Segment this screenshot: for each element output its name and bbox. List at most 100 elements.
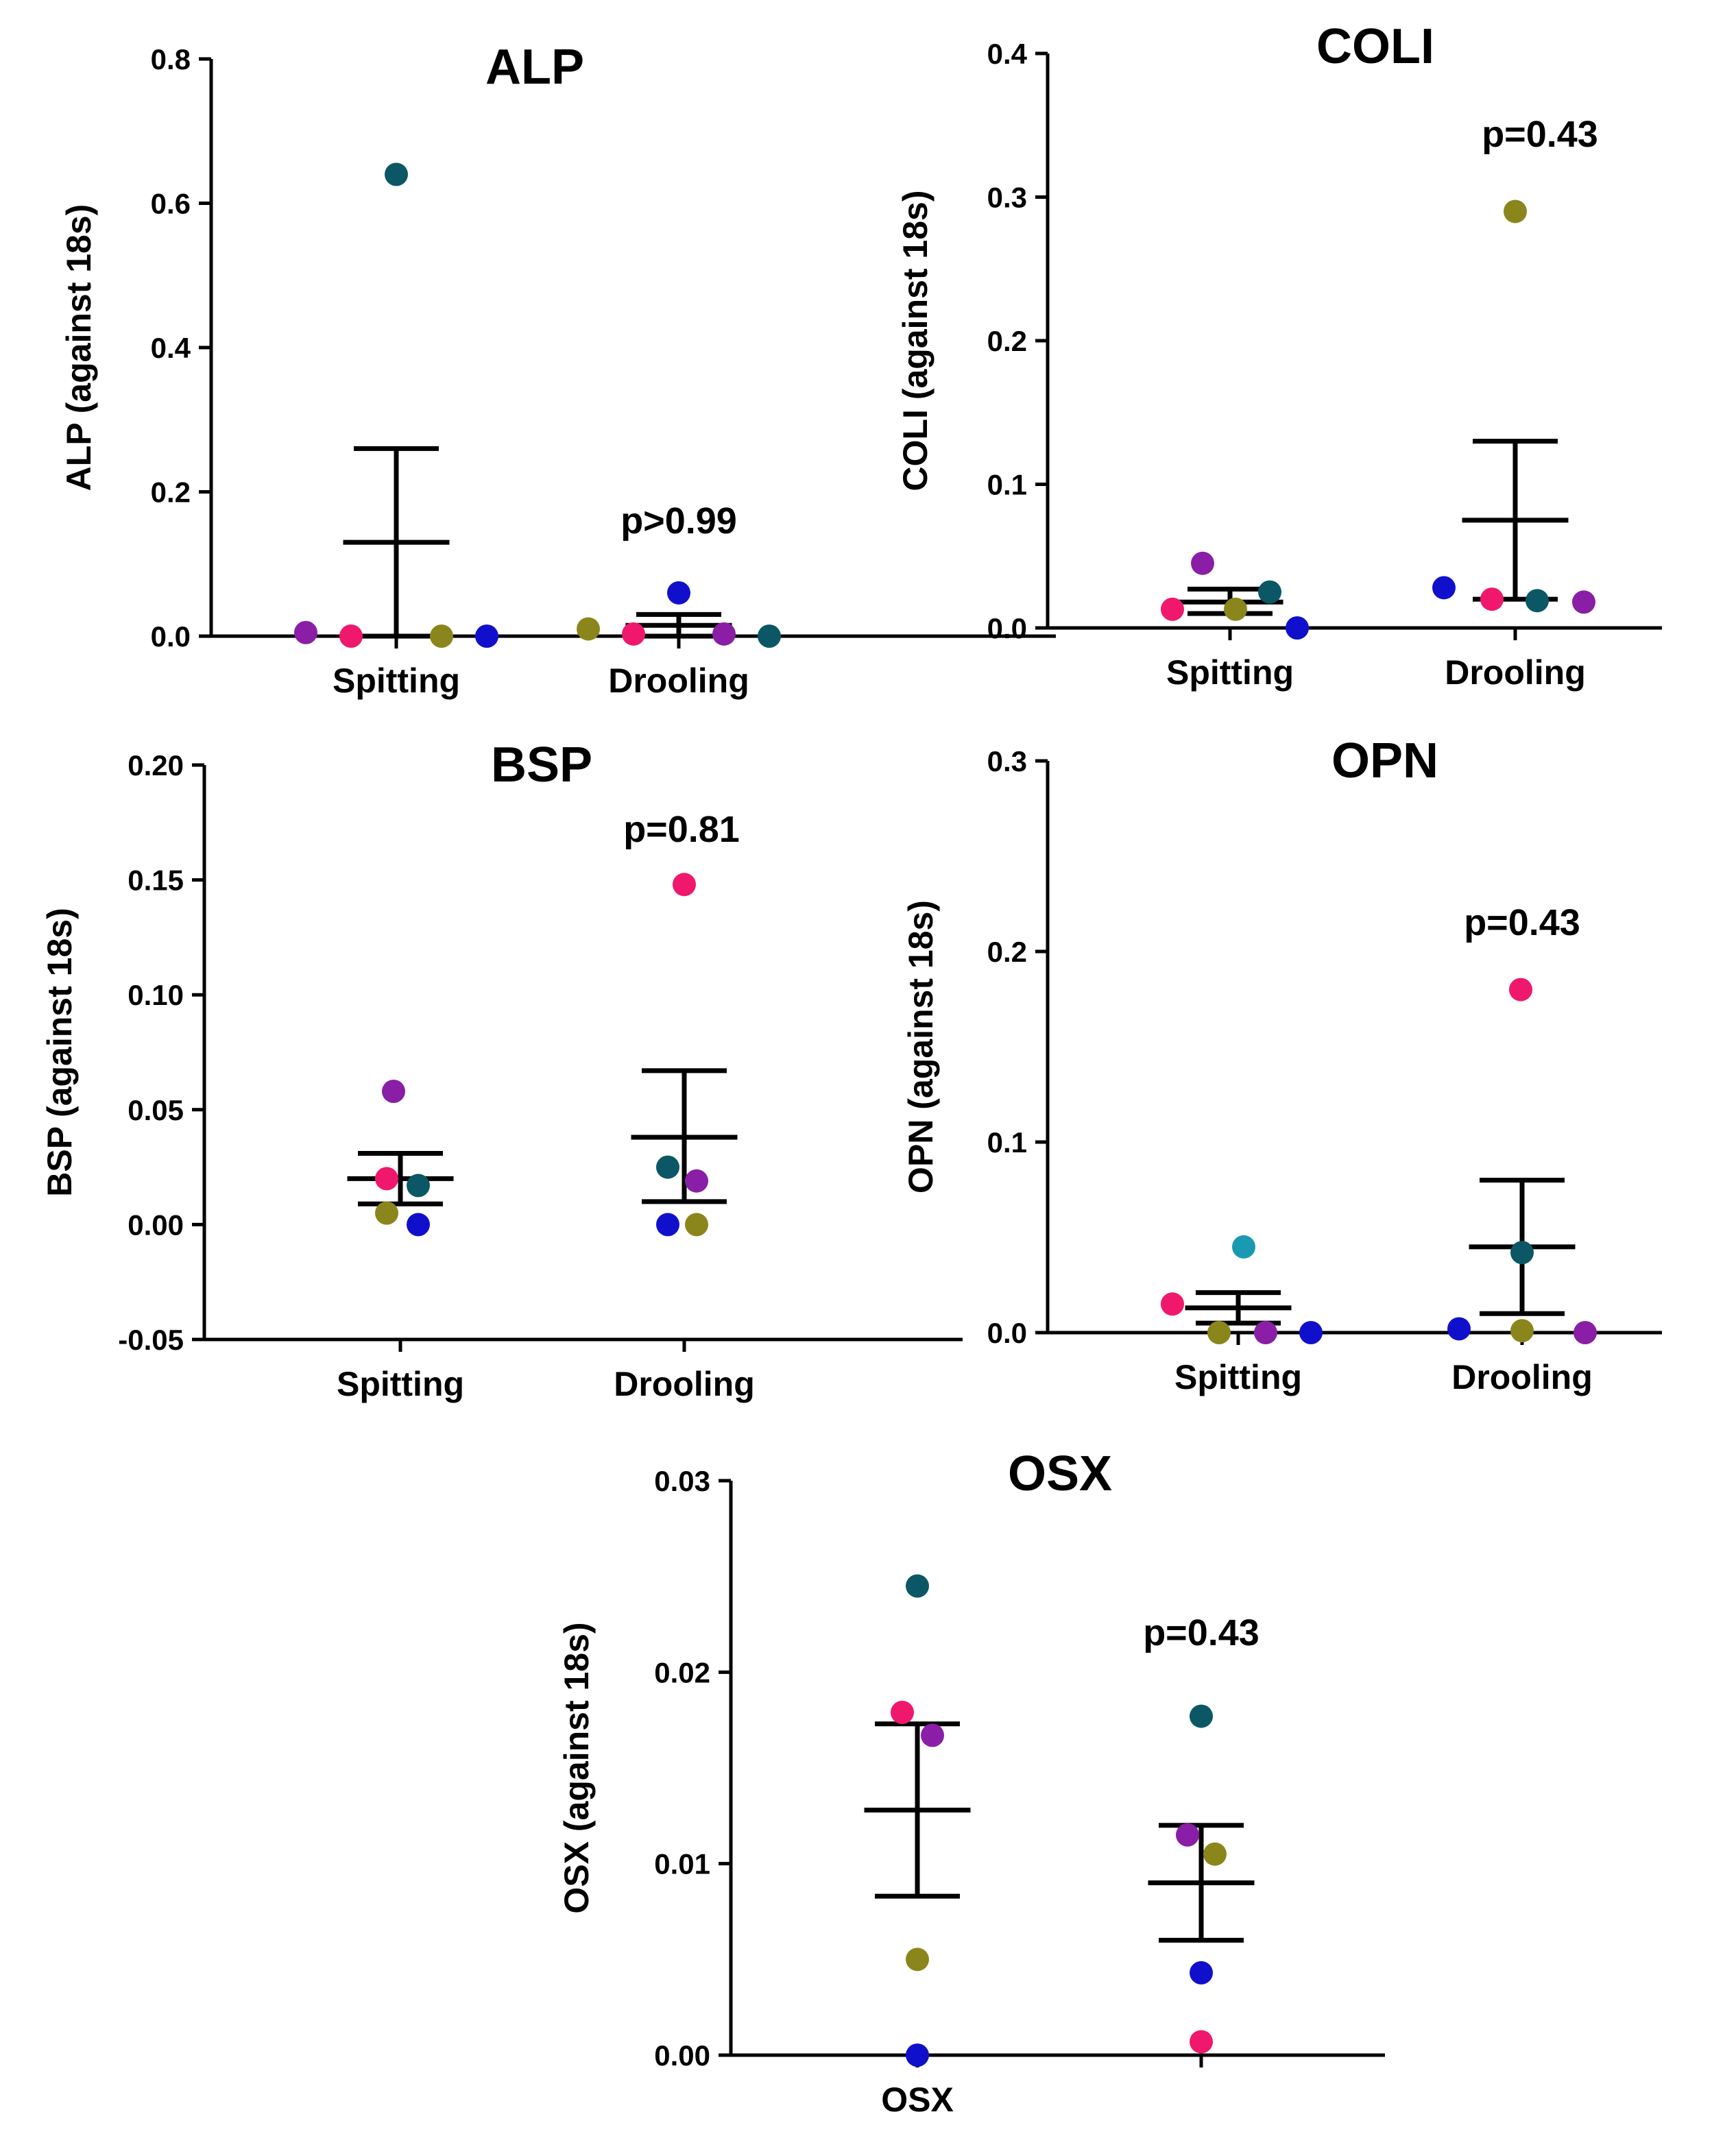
x-tick-label: OSX: [881, 2081, 954, 2119]
y-axis-title: ALP (against 18s): [60, 204, 98, 492]
data-point: [1161, 597, 1184, 621]
data-point: [1526, 589, 1549, 613]
data-point: [1510, 1241, 1534, 1265]
data-point: [1447, 1317, 1471, 1341]
y-tick-label: 0.10: [128, 979, 184, 1011]
chart-title: BSP: [491, 738, 592, 792]
data-point: [1574, 1321, 1597, 1344]
data-point: [906, 1574, 929, 1598]
data-point: [906, 2043, 929, 2067]
y-axis-title: OPN (against 18s): [902, 900, 940, 1193]
y-tick-label: 0.3: [987, 745, 1027, 777]
data-point: [1232, 1235, 1255, 1259]
data-point: [1299, 1321, 1323, 1344]
y-tick-label: 0.0: [987, 612, 1027, 644]
chart-coli: 0.0 0.1 0.2 0.3 0.4 Spitting Drooling COLI COLI …: [896, 19, 1662, 692]
data-point: [430, 624, 453, 648]
y-axis-title: BSP (against 18s): [40, 908, 79, 1196]
y-tick-label: 0.15: [128, 864, 184, 897]
data-point: [1207, 1321, 1231, 1344]
y-tick-label: 0.01: [654, 1848, 710, 1880]
data-point: [673, 873, 696, 897]
y-tick-label: 0.02: [654, 1656, 710, 1688]
data-point: [1176, 1823, 1199, 1847]
p-value-label: p=0.43: [1482, 114, 1598, 155]
y-axis-title: COLI (against 18s): [896, 191, 935, 492]
x-tick-label: Spitting: [333, 662, 460, 700]
chart-title: COLI: [1316, 19, 1434, 74]
y-tick-label: 0.2: [151, 476, 191, 509]
data-point: [1254, 1321, 1277, 1344]
chart-opn: 0.0 0.1 0.2 0.3 Spitting Drooling OPN OPN (agai…: [902, 733, 1662, 1396]
data-point: [385, 162, 408, 186]
x-tick-label: Drooling: [1451, 1358, 1593, 1396]
data-point: [1224, 597, 1247, 621]
y-tick-label: 0.0: [987, 1317, 1027, 1349]
data-point: [685, 1169, 708, 1193]
data-point: [375, 1201, 398, 1225]
y-tick-label: -0.05: [118, 1324, 184, 1356]
data-point: [656, 1213, 679, 1237]
data-point: [1510, 1319, 1534, 1343]
chart-osx: 0.00 0.01 0.02 0.03 OSX OSX OSX (against 18s) p…: [557, 1446, 1385, 2119]
data-point: [622, 622, 645, 646]
y-tick-label: 0.00: [128, 1209, 184, 1241]
data-point: [1509, 978, 1532, 1002]
x-tick-label: Drooling: [608, 662, 749, 700]
data-point: [921, 1723, 944, 1747]
data-point: [294, 620, 317, 644]
data-point: [1190, 1704, 1213, 1728]
data-point: [1258, 580, 1281, 604]
data-point: [1432, 576, 1456, 600]
y-tick-label: 0.1: [987, 469, 1027, 501]
x-tick-label: Spitting: [337, 1365, 464, 1403]
chart-title: ALP: [485, 40, 584, 95]
x-tick-label: Drooling: [1445, 653, 1586, 692]
data-point: [1203, 1842, 1227, 1866]
data-point: [1191, 551, 1214, 575]
y-tick-label: 0.05: [128, 1094, 184, 1126]
data-point: [475, 624, 498, 648]
y-tick-label: 0.2: [987, 325, 1027, 357]
y-tick-label: 0.8: [151, 43, 191, 75]
y-tick-label: 0.20: [128, 749, 184, 781]
data-point: [577, 617, 600, 641]
y-tick-label: 0.00: [654, 2039, 710, 2072]
data-point: [656, 1155, 679, 1179]
chart-title: OSX: [1008, 1446, 1112, 1501]
y-tick-label: 0.6: [151, 188, 191, 220]
p-value-label: p=0.43: [1143, 1612, 1259, 1653]
chart-alp: 0.0 0.2 0.4 0.6 0.8 Spitting Drooling ALP ALP (a…: [60, 40, 1056, 700]
data-point: [339, 624, 363, 648]
y-tick-label: 0.4: [987, 38, 1028, 70]
y-tick-label: 0.0: [151, 620, 191, 653]
y-tick-label: 0.3: [987, 182, 1027, 214]
data-point: [1190, 2030, 1213, 2054]
p-value-label: p=0.81: [623, 809, 740, 850]
x-tick-label: Spitting: [1166, 653, 1294, 692]
data-point: [1286, 616, 1309, 640]
data-point: [1572, 590, 1595, 614]
data-point: [891, 1700, 914, 1724]
chart-bsp: -0.05 0.00 0.05 0.10 0.15 0.20 Spitting Droolin…: [40, 738, 963, 1403]
p-value-label: p=0.43: [1464, 902, 1580, 943]
y-tick-label: 0.2: [987, 936, 1027, 968]
data-point: [407, 1174, 430, 1198]
data-point: [1161, 1292, 1184, 1316]
data-point: [407, 1213, 430, 1237]
data-point: [906, 1948, 929, 1972]
x-tick-label: Spitting: [1174, 1358, 1302, 1396]
y-tick-label: 0.1: [987, 1126, 1027, 1159]
data-point: [685, 1213, 708, 1237]
data-point: [1190, 1961, 1213, 1985]
y-tick-label: 0.4: [151, 332, 191, 364]
data-point: [382, 1079, 405, 1103]
data-point: [375, 1167, 398, 1191]
data-point: [712, 622, 736, 646]
data-point: [1504, 199, 1527, 223]
p-value-label: p>0.99: [620, 500, 737, 542]
data-point: [1480, 587, 1504, 611]
chart-title: OPN: [1331, 733, 1438, 788]
y-tick-label: 0.03: [654, 1465, 710, 1497]
